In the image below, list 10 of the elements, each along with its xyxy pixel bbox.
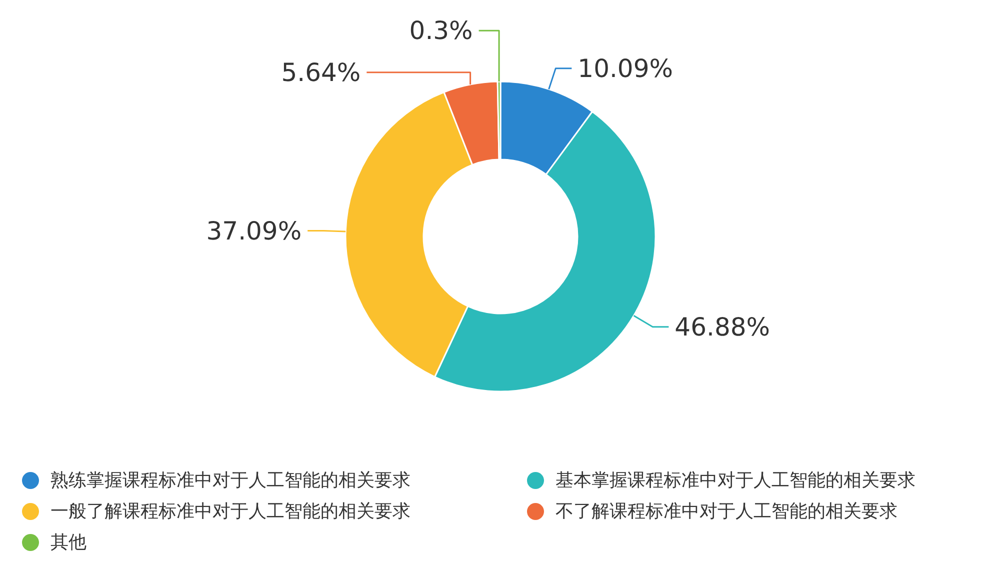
legend-label: 熟练掌握课程标准中对于人工智能的相关要求: [50, 470, 410, 491]
legend-label: 一般了解课程标准中对于人工智能的相关要求: [50, 501, 410, 522]
data-label: 0.3%: [409, 16, 473, 46]
data-label: 10.09%: [578, 54, 673, 83]
legend-label: 不了解课程标准中对于人工智能的相关要求: [556, 501, 898, 522]
legend-label: 基本掌握课程标准中对于人工智能的相关要求: [556, 470, 916, 491]
data-label: 46.88%: [674, 312, 770, 342]
legend-label: 其他: [50, 532, 86, 553]
data-label: 37.09%: [206, 216, 302, 246]
data-label: 5.64%: [281, 58, 361, 87]
